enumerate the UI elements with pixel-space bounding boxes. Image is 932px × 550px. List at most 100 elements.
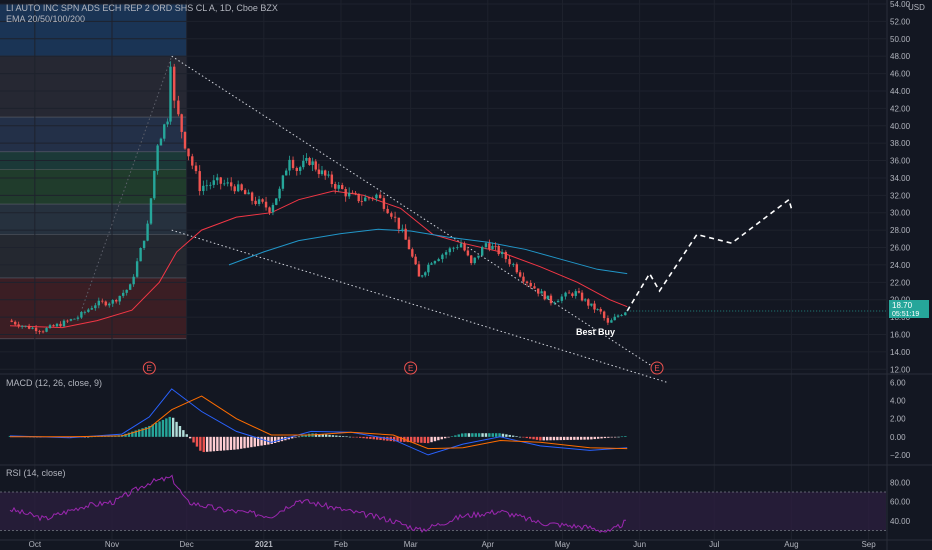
- candle-body: [41, 331, 45, 333]
- candle-body: [108, 303, 111, 306]
- macd-histogram-bar: [154, 422, 158, 437]
- candle-body: [311, 161, 314, 165]
- candle-body: [515, 264, 519, 273]
- candle-body: [606, 318, 610, 323]
- candle-body: [367, 197, 371, 199]
- time-tick-label: Jul: [709, 540, 719, 549]
- price-tick-label: 52.00: [890, 17, 911, 26]
- candle-body: [341, 185, 344, 190]
- candle-body: [118, 295, 121, 302]
- price-tick-label: 24.00: [890, 261, 911, 270]
- macd-histogram-bar: [369, 436, 372, 439]
- candle-body: [371, 197, 374, 199]
- macd-histogram-bar: [590, 436, 593, 440]
- price-tick-label: 28.00: [890, 226, 911, 235]
- price-tick-label: 42.00: [890, 104, 911, 113]
- time-tick-label: Nov: [105, 540, 119, 549]
- trendlines[interactable]: [81, 55, 668, 383]
- rsi-title[interactable]: RSI (14, close): [6, 468, 66, 478]
- macd-title[interactable]: MACD (12, 26, close, 9): [6, 378, 103, 388]
- candle-body: [27, 325, 31, 329]
- candle-body: [169, 66, 172, 122]
- macd-histogram-bar: [467, 433, 471, 437]
- trendline: [81, 56, 173, 309]
- macd-histogram-bar: [345, 436, 348, 438]
- macd-histogram-bar: [195, 436, 199, 447]
- fib-band: [0, 56, 187, 118]
- candle-body: [230, 182, 233, 187]
- macd-histogram-bar: [151, 424, 154, 437]
- candle-body: [529, 282, 532, 287]
- macd-histogram-bar: [518, 436, 522, 438]
- fib-band: [0, 169, 187, 205]
- macd-legend: MACD (12, 26, close, 9): [6, 378, 102, 389]
- macd-histogram-bar: [209, 436, 212, 452]
- price-tick-label: 48.00: [890, 52, 911, 61]
- macd-histogram-bar: [498, 433, 501, 437]
- fib-retracement[interactable]: [0, 4, 187, 340]
- macd-histogram-bar: [433, 436, 437, 442]
- macd-histogram-bar: [535, 436, 539, 440]
- macd-histogram-bar: [256, 436, 260, 447]
- macd-histogram-bar: [539, 436, 542, 441]
- macd-histogram-bar: [178, 426, 182, 437]
- macd-histogram-bar: [304, 434, 307, 437]
- macd-histogram-bar: [246, 436, 250, 448]
- macd-histogram-bar: [348, 436, 352, 438]
- candle-body: [466, 250, 470, 256]
- candle-body: [115, 300, 118, 302]
- candle-body: [456, 247, 459, 249]
- macd-histogram-bar: [144, 427, 148, 437]
- price-tick-label: 30.00: [890, 209, 911, 218]
- candle-body: [411, 249, 414, 257]
- candle-body: [139, 247, 142, 262]
- macd-histogram-bar: [182, 430, 185, 437]
- macd-histogram-bar: [273, 436, 277, 444]
- candle-body: [571, 293, 574, 296]
- symbol-title[interactable]: LI AUTO INC SPN ADS ECH REP 2 ORD SHS CL…: [6, 3, 278, 13]
- macd-histogram-bar: [528, 436, 532, 439]
- best-buy-annotation[interactable]: Best Buy: [576, 327, 615, 337]
- macd-histogram-bar: [532, 436, 535, 440]
- macd-histogram-bar: [148, 425, 151, 437]
- macd-histogram-bar: [569, 436, 573, 440]
- price-projection[interactable]: [626, 198, 886, 312]
- macd-histogram-bar: [607, 436, 610, 438]
- candle-body: [390, 213, 393, 217]
- macd-histogram-bar: [593, 436, 596, 440]
- macd-histogram-bar: [365, 436, 369, 439]
- candle-body: [610, 320, 613, 323]
- macd-histogram-bar: [226, 436, 229, 451]
- candle-body: [38, 331, 41, 332]
- candle-body: [261, 199, 264, 202]
- candle-body: [417, 264, 421, 277]
- candle-body: [83, 311, 87, 313]
- candle-body: [533, 286, 536, 289]
- candles: [10, 61, 627, 335]
- macd-histogram-bar: [335, 435, 338, 437]
- macd-histogram-bar: [420, 436, 423, 443]
- price-tick-label: 40.00: [890, 122, 911, 131]
- candle-body: [153, 170, 156, 199]
- ema-legend[interactable]: EMA 20/50/100/200: [6, 14, 86, 24]
- candle-body: [378, 194, 382, 199]
- candle-body: [281, 175, 285, 189]
- macd-histogram-bar: [392, 436, 396, 442]
- candle-body: [163, 124, 166, 139]
- macd-histogram-bar: [522, 436, 525, 438]
- fib-band: [0, 117, 187, 152]
- macd-histogram-bar: [375, 436, 379, 440]
- candle-body: [430, 263, 433, 265]
- candle-body: [512, 264, 515, 266]
- macd-histogram-bar: [158, 421, 161, 437]
- candle-body: [191, 156, 194, 166]
- macd-histogram-bar: [352, 436, 355, 438]
- macd-histogram-bar: [549, 436, 552, 441]
- candle-body: [87, 309, 90, 312]
- candle-body: [314, 161, 317, 170]
- macd-histogram-bar: [603, 436, 607, 439]
- macd-histogram-bar: [229, 436, 233, 450]
- candle-body: [80, 312, 83, 318]
- candle-body: [347, 192, 351, 197]
